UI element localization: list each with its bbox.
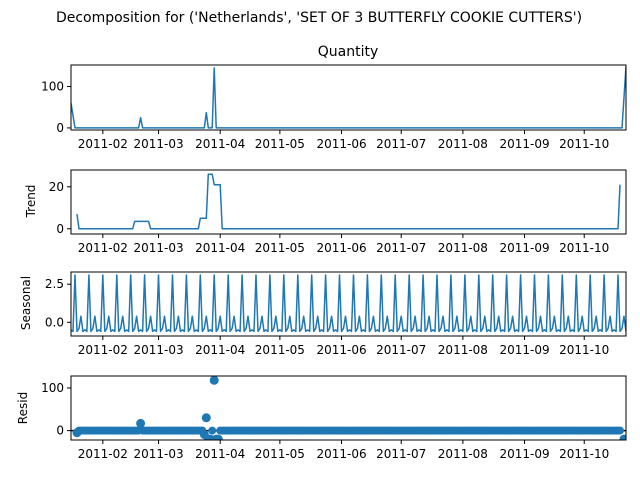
- ylabel-trend: Trend: [24, 185, 38, 219]
- resid-xtick-label: 2011-05: [255, 447, 305, 461]
- resid-point: [72, 428, 82, 438]
- quantity-plot-area: [71, 66, 626, 129]
- ylabel-resid: Resid: [16, 392, 30, 424]
- resid-xtick-label: 2011-07: [376, 447, 426, 461]
- resid-point: [619, 434, 626, 440]
- trend-xtick-label: 2011-06: [316, 241, 366, 255]
- seasonal-xtick-label: 2011-05: [255, 343, 305, 357]
- resid-xtick-label: 2011-04: [195, 447, 245, 461]
- quantity-xtick-label: 2011-04: [195, 137, 245, 151]
- resid-point: [616, 426, 624, 435]
- resid-ytick-label: 100: [41, 381, 64, 395]
- resid-xtick-label: 2011-06: [316, 447, 366, 461]
- quantity-xtick-label: 2011-10: [559, 137, 609, 151]
- seasonal-xtick-label: 2011-10: [559, 343, 609, 357]
- trend-axes-frame: [70, 169, 627, 235]
- quantity-xtick-label: 2011-07: [376, 137, 426, 151]
- resid-point: [201, 413, 211, 423]
- resid-xtick-label: 2011-02: [78, 447, 128, 461]
- trend-xtick-label: 2011-09: [499, 241, 549, 255]
- trend-xtick-label: 2011-02: [78, 241, 128, 255]
- trend-ytick-label: 20: [49, 180, 64, 194]
- seasonal-xtick-label: 2011-08: [438, 343, 488, 357]
- seasonal-axes-frame: [70, 271, 627, 337]
- seasonal-plot-area: [71, 274, 626, 333]
- quantity-xtick-label: 2011-02: [78, 137, 128, 151]
- trend-xtick-label: 2011-10: [559, 241, 609, 255]
- seasonal-ytick-label: 2.5: [45, 277, 64, 291]
- resid-point: [208, 426, 217, 435]
- trend-xtick-label: 2011-03: [133, 241, 183, 255]
- trend-xtick-label: 2011-08: [438, 241, 488, 255]
- resid-point: [213, 434, 223, 440]
- resid-xtick-label: 2011-03: [133, 447, 183, 461]
- quantity-xtick-label: 2011-06: [316, 137, 366, 151]
- quantity-series-line-0: [71, 66, 626, 129]
- resid-xtick-label: 2011-08: [438, 447, 488, 461]
- seasonal-xtick-label: 2011-04: [195, 343, 245, 357]
- quantity-panel: 0 100 2011-02 2011-03 2011-04 2011-05 2011-06 2…: [41, 64, 627, 151]
- resid-plot-area: [71, 376, 626, 440]
- resid-xtick-label: 2011-10: [559, 447, 609, 461]
- resid-xtick-label: 2011-09: [499, 447, 549, 461]
- resid-point: [209, 376, 219, 385]
- ylabel-seasonal: Seasonal: [19, 276, 33, 330]
- seasonal-seasonal-line: [71, 274, 626, 333]
- seasonal-xtick-label: 2011-07: [376, 343, 426, 357]
- seasonal-xtick-label: 2011-09: [499, 343, 549, 357]
- seasonal-xtick-label: 2011-06: [316, 343, 366, 357]
- quantity-xtick-label: 2011-03: [133, 137, 183, 151]
- trend-xtick-label: 2011-04: [195, 241, 245, 255]
- resid-panel: 0 100 2011-02 2011-03 2011-04 2011-05 2011-06 2…: [41, 375, 627, 461]
- seasonal-panel: 0.0 2.5 2011-02 2011-03 2011-04 2011-05 2011-0…: [45, 271, 627, 357]
- seasonal-ytick-label: 0.0: [45, 315, 64, 329]
- seasonal-xtick-label: 2011-03: [133, 343, 183, 357]
- quantity-xtick-label: 2011-05: [255, 137, 305, 151]
- quantity-xtick-label: 2011-08: [438, 137, 488, 151]
- quantity-ytick-label: 0: [56, 121, 64, 135]
- quantity-ytick-label: 100: [41, 80, 64, 94]
- trend-xtick-label: 2011-05: [255, 241, 305, 255]
- trend-series-line-0: [76, 173, 621, 230]
- resid-axes-frame: [70, 375, 627, 441]
- trend-ytick-label: 0: [56, 222, 64, 236]
- seasonal-xtick-label: 2011-02: [78, 343, 128, 357]
- trend-plot-area: [76, 173, 621, 230]
- trend-panel: 0 20 2011-02 2011-03 2011-04 2011-05 2011-06 20…: [49, 169, 627, 255]
- resid-point: [136, 418, 146, 428]
- trend-xtick-label: 2011-07: [376, 241, 426, 255]
- quantity-axes-frame: [70, 64, 627, 131]
- panel-title-quantity: Quantity: [318, 44, 379, 60]
- resid-ytick-label: 0: [56, 424, 64, 438]
- quantity-xtick-label: 2011-09: [499, 137, 549, 151]
- figure-suptitle: Decomposition for ('Netherlands', 'SET O…: [56, 10, 582, 26]
